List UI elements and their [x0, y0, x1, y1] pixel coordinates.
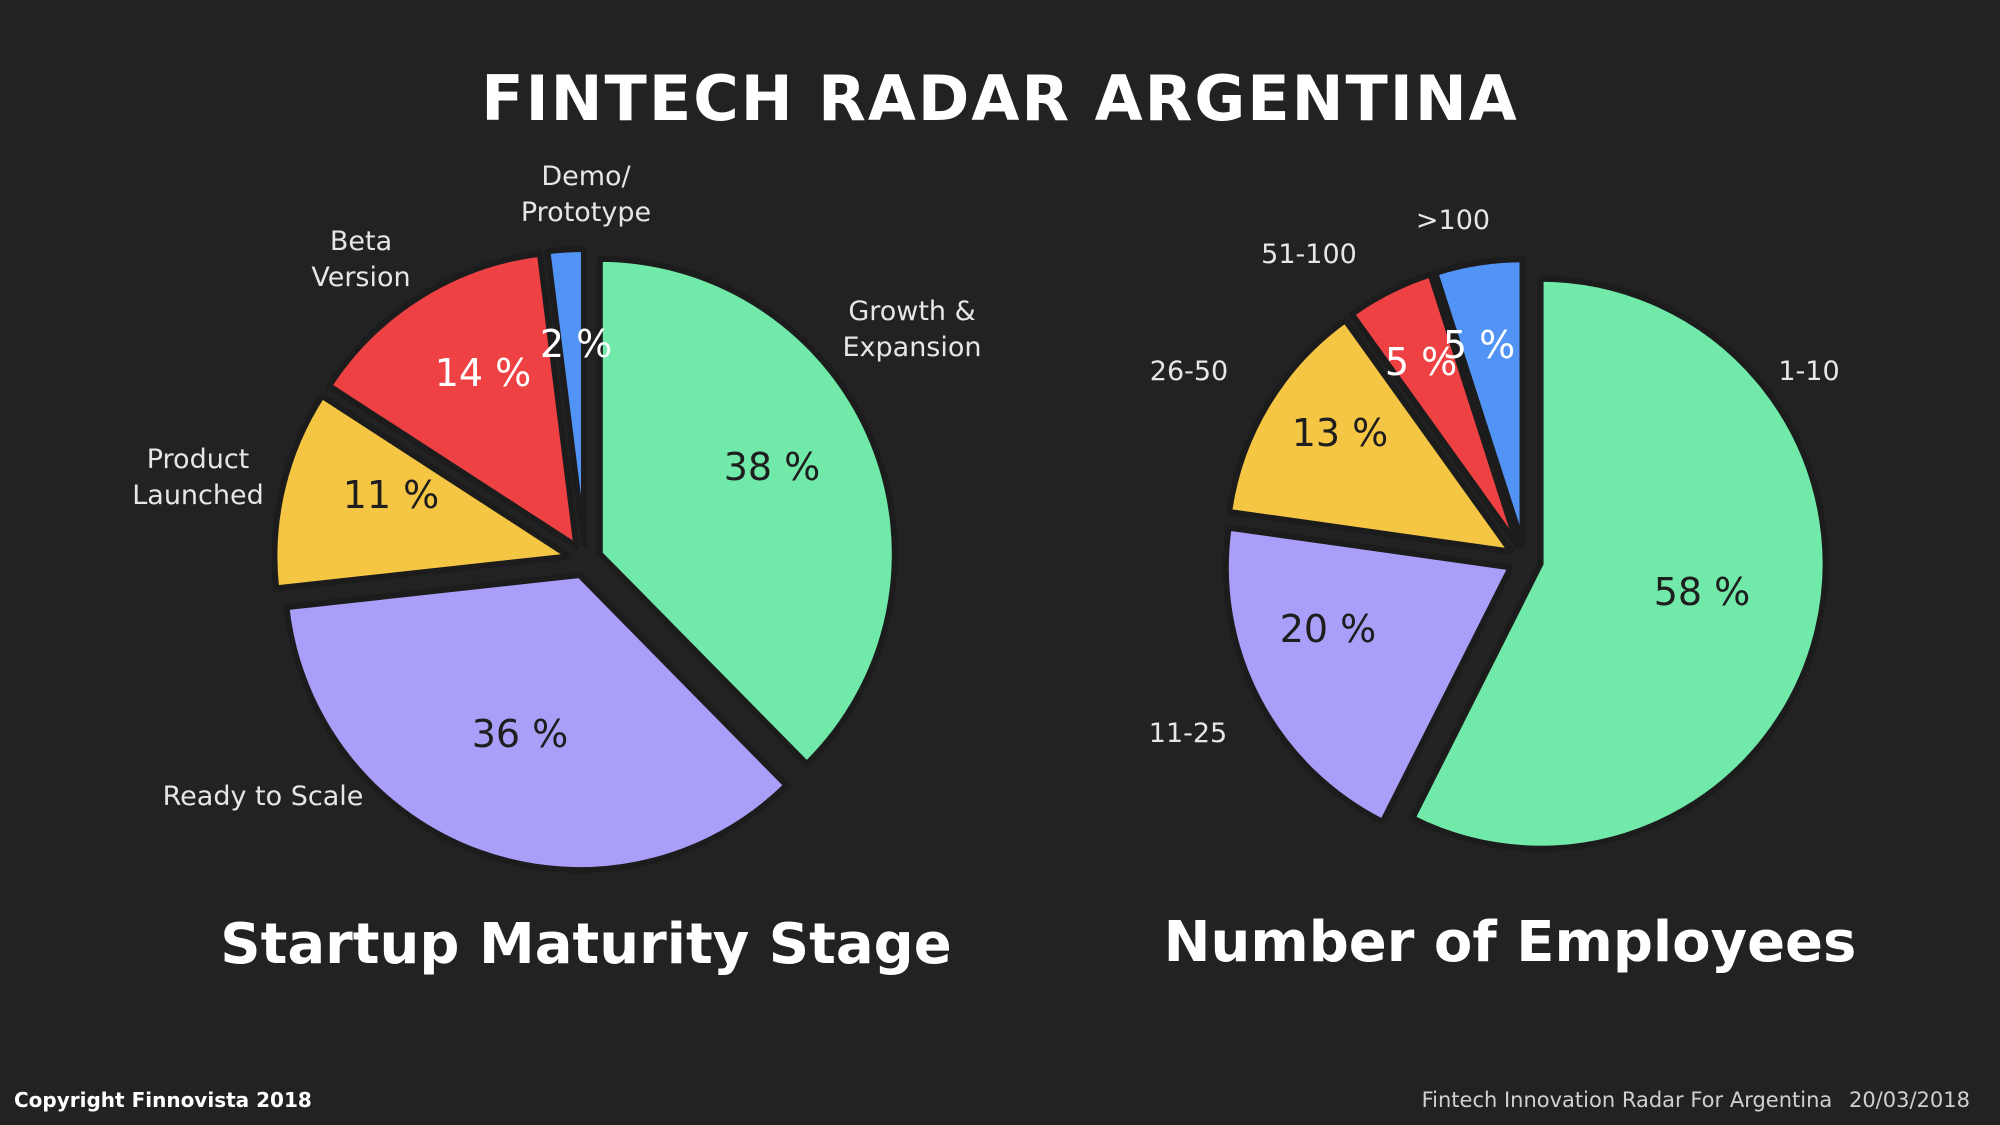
- pie-slice-growth-expansion: [596, 255, 898, 768]
- pie-pct-label: 38 %: [724, 445, 821, 489]
- pie-category-label: 26-50: [1150, 356, 1228, 387]
- pie-slice-11-25: [1222, 524, 1514, 825]
- pie-category-label: Growth & Expansion: [842, 296, 981, 363]
- pie-slice-1-10: [1409, 275, 1829, 852]
- pie-slice-demo-prototype: [544, 246, 588, 548]
- pie-category-label: 11-25: [1149, 718, 1227, 749]
- pie-chart-employees: 58 % 20 % 13 % 5 %5 % 1-10 11-25 26-50 51-100 >1…: [1149, 205, 1840, 852]
- pie-slice-ready-to-scale: [283, 572, 790, 874]
- page-title: FINTECH RADAR ARGENTINA: [481, 62, 1519, 135]
- copyright-text: Copyright Finnovista 2018: [14, 1088, 312, 1112]
- chart-title-employees: Number of Employees: [1163, 910, 1857, 975]
- pie-slice-100: [1432, 256, 1526, 548]
- pie-pct-label: 13 %: [1292, 411, 1389, 455]
- pie-pct-label: 11 %: [343, 473, 440, 517]
- pie-category-label: Product Launched: [132, 444, 264, 511]
- footer-date: 20/03/2018: [1848, 1088, 1970, 1112]
- pie-pct-label: 20 %: [1280, 607, 1377, 651]
- pie-category-label: Ready to Scale: [163, 781, 364, 812]
- pie-slice-51-100: [1348, 271, 1521, 549]
- pie-pct-label: 5 %: [1385, 340, 1457, 384]
- pie-category-label: 51-100: [1261, 239, 1357, 270]
- pie-slice-product-launched: [271, 392, 573, 592]
- pie-slice-26-50: [1226, 317, 1515, 555]
- pie-category-label: >100: [1416, 205, 1490, 236]
- pie-pct-label: 14 %: [435, 351, 532, 395]
- footer-source: Fintech Innovation Radar For Argentina 2…: [1412, 1088, 1970, 1112]
- pie-pct-label: 36 %: [472, 712, 569, 756]
- pie-category-label: Beta Version: [311, 226, 410, 293]
- footer-source-title: Fintech Innovation Radar For Argentina: [1421, 1088, 1833, 1112]
- pie-category-label: 1-10: [1778, 356, 1839, 387]
- pie-pct-label: 58 %: [1654, 570, 1751, 614]
- pie-category-label: Demo/Prototype: [521, 161, 651, 228]
- pie-pct-label: 5 %: [1443, 323, 1515, 367]
- chart-title-maturity-stage: Startup Maturity Stage: [220, 912, 952, 977]
- pie-chart-maturity-stage: 38 % 36 % 11 % 14 %2 % Growth & Expansion Read…: [132, 161, 982, 874]
- pie-pct-label: 2 %: [540, 322, 612, 366]
- pie-slice-beta-version: [326, 250, 580, 550]
